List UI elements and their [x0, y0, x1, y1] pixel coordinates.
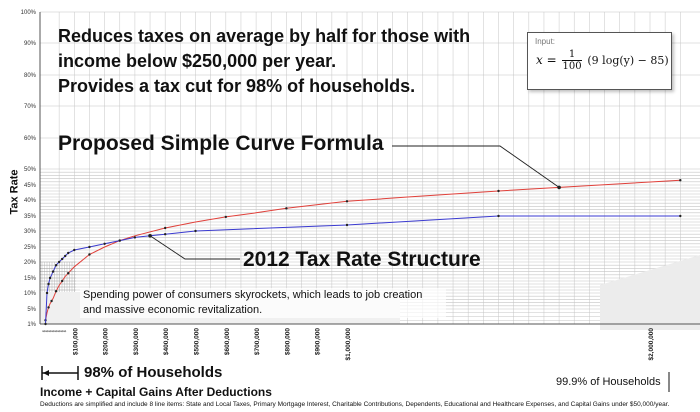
series-lines [44, 179, 682, 326]
tiny-x-tick: $ [56, 329, 61, 332]
headline-line-3: Provides a tax cut for 98% of households… [58, 76, 416, 96]
proposed-point [54, 290, 58, 293]
proposed-point [164, 226, 167, 230]
proposed-point [345, 200, 349, 203]
structure-2012-point [51, 270, 55, 273]
structure-2012-point [64, 254, 67, 258]
structure-2012-point [345, 223, 349, 227]
y-tick-label: 80% [24, 73, 37, 79]
tiny-x-tick: $ [41, 329, 46, 332]
structure-2012-point [60, 257, 64, 261]
formula-rhs: (9 log(y) − 85) [587, 54, 669, 67]
x-tick-label: $500,000 [194, 328, 201, 355]
x-tick-label: $900,000 [315, 328, 322, 355]
formula-numerator: 1 [562, 49, 582, 61]
y-tick-label: 90% [24, 41, 37, 47]
structure-2012-point [88, 245, 91, 249]
axes: 1% 5% 10% 15% 20% 25% 30% 35% 40% 45% 50% 60% 70% 80%… [21, 10, 700, 392]
structure-leader-dot [148, 234, 152, 238]
formula-equation: x = 1 100 (9 log(y) − 85) [536, 49, 669, 72]
proposed-point [50, 299, 53, 303]
tiny-x-tick: $ [62, 329, 67, 332]
y-tick-label: 100% [21, 10, 37, 16]
structure-2012-point [194, 229, 197, 233]
pct-98-label: 98% of Households [84, 364, 223, 381]
structure-2012-point [47, 282, 50, 286]
footnote: Deductions are simplified and include 8 … [40, 401, 670, 408]
proposed-point [285, 207, 288, 210]
proposed-leader [392, 145, 560, 188]
y-tick-label: 35% [24, 214, 37, 220]
x-tick-label: $100,000 [72, 328, 79, 355]
structure-2012-point [44, 322, 47, 326]
x-tick-label: $1,000,000 [345, 328, 352, 361]
structure-2012-label: 2012 Tax Rate Structure [243, 248, 481, 271]
y-tick-label: 50% [24, 167, 37, 173]
y-tick-label: 40% [24, 198, 37, 204]
y-tick-label: 15% [24, 276, 37, 282]
structure-leader [149, 235, 240, 260]
x-tick-label: $600,000 [224, 328, 231, 355]
pct98-arrowhead [43, 370, 49, 376]
y-tick-label: 45% [24, 183, 37, 189]
proposed-point [67, 272, 70, 275]
proposed-curve-label: Proposed Simple Curve Formula [58, 132, 384, 155]
proposed-point [224, 215, 227, 219]
structure-2012-point [45, 291, 49, 295]
y-axis-label: Tax Rate [8, 169, 21, 215]
spending-note: Spending power of consumers skyrockets, … [80, 288, 446, 318]
structure-2012-point [164, 233, 167, 236]
formula-lhs: x = [536, 53, 557, 67]
x-axis-label: Income + Capital Gains After Deductions [40, 385, 272, 399]
tiny-x-tick: $ [50, 329, 55, 332]
formula-denominator: 100 [562, 61, 582, 72]
y-tick-label: 60% [24, 136, 37, 142]
formula-input-label: Input: [535, 37, 556, 46]
formula-fraction: 1 100 [562, 49, 582, 72]
structure-2012-point [103, 242, 106, 245]
x-tick-label: $700,000 [254, 328, 261, 355]
headline-line-1: Reduces taxes on average by half for tho… [58, 26, 471, 46]
structure-2012-point [73, 248, 76, 252]
y-tick-label: 5% [27, 307, 36, 313]
structure-2012-point [118, 239, 121, 242]
proposed-point [88, 253, 91, 256]
y-tick-label: 25% [24, 245, 37, 251]
tiny-x-tick: $ [47, 329, 52, 332]
bg-shape [600, 255, 700, 330]
tiny-x-tick: $ [59, 329, 64, 332]
x-tick-label: $400,000 [163, 328, 170, 355]
y-tick-label: 30% [24, 229, 37, 235]
y-tick-label: 10% [24, 291, 37, 297]
tiny-x-tick: $ [53, 329, 58, 332]
proposed-point [679, 179, 682, 182]
tiny-x-tick: $ [44, 329, 49, 332]
pct-999-label: 99.9% of Households [556, 376, 661, 388]
x-tick-label: $2,000,000 [648, 328, 655, 361]
proposed-point [60, 279, 64, 283]
x-tick-label: $800,000 [284, 328, 291, 355]
structure-2012-point [679, 214, 682, 218]
x-tick-label: $300,000 [133, 328, 140, 355]
proposed-point [47, 306, 50, 309]
y-tick-label: 1% [27, 322, 36, 328]
structure-2012-point [497, 214, 500, 218]
structure-2012-point [54, 264, 58, 267]
structure-2012-point [67, 251, 70, 255]
structure-2012-point [57, 260, 61, 264]
x-tick-label: $200,000 [103, 328, 110, 355]
structure-2012-point [133, 236, 137, 239]
y-tick-label: 70% [24, 104, 37, 110]
headline-line-2: income below $250,000 per year. [58, 51, 337, 71]
structure-2012-point [48, 276, 52, 280]
leader-lines [148, 145, 561, 260]
y-tick-label: 20% [24, 260, 37, 266]
proposed-leader-dot [557, 185, 561, 190]
formula-box: Input: x = 1 100 (9 log(y) − 85) [527, 32, 672, 90]
proposed-point [497, 189, 500, 193]
